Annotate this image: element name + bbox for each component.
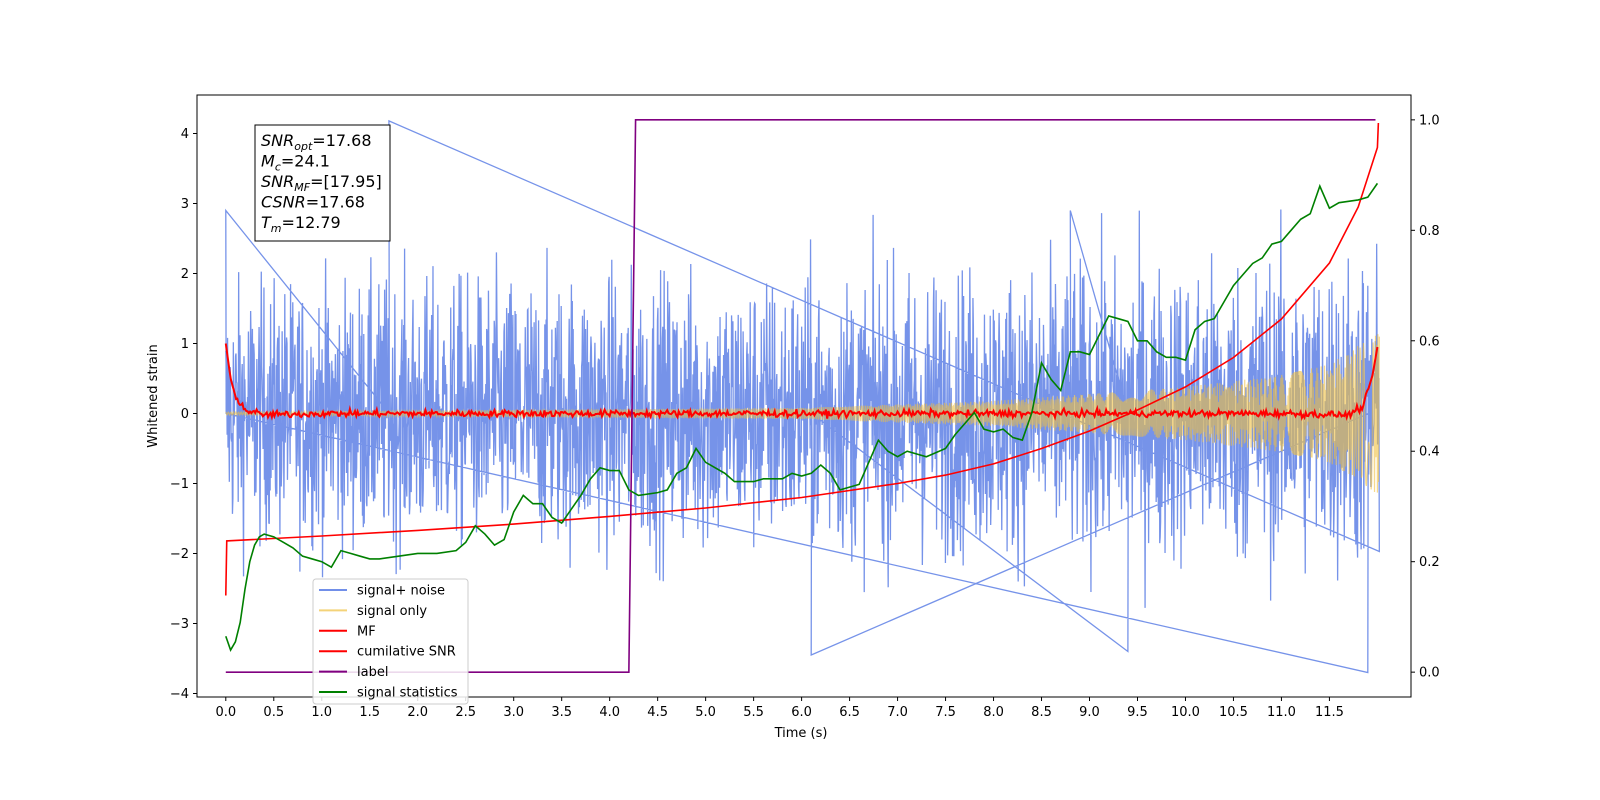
legend-label: cumilative SNR	[357, 645, 456, 660]
y-axis-left: −4 −3 −2 −1 0 1 2 3 4	[170, 127, 197, 702]
annotation-box: SNRopt=17.68Mc=24.1SNRMF=[17.95]CSNR=17.…	[254, 124, 391, 242]
x-tick-label: 4.5	[647, 705, 668, 720]
legend-label: signal+ noise	[357, 584, 445, 599]
legend-label: label	[357, 665, 388, 680]
y-left-tick-label: 2	[181, 267, 189, 282]
legend: signal+ noise signal only MF cumilative SNR…	[312, 578, 469, 705]
y-axis-right: 0.0 0.2 0.4 0.6 0.8 1.0	[1411, 113, 1440, 681]
x-tick-label: 6.0	[791, 705, 812, 720]
y-left-tick-label: 0	[181, 407, 189, 422]
y-left-tick-label: 4	[181, 127, 189, 142]
x-tick-label: 8.0	[983, 705, 1004, 720]
annotation-line: SNRMF=[17.95]	[261, 172, 382, 194]
series-mf	[224, 343, 1379, 422]
annotation-frame	[254, 124, 391, 242]
x-tick-label: 1.5	[359, 705, 380, 720]
y-left-tick-label: −1	[170, 477, 189, 492]
x-axis: 0.0 0.5 1.0 1.5 2.0 2.5 3.0 3.5 4.0 4.5 5.0 5.5 6.0 6…	[215, 697, 1344, 720]
annotation-line: SNRopt=17.68	[261, 131, 372, 153]
plot-frame	[196, 94, 1412, 698]
x-tick-label: 0.0	[215, 705, 236, 720]
series-signal-statistics	[225, 182, 1379, 652]
x-tick-label: 11.5	[1315, 705, 1344, 720]
x-tick-label: 7.5	[935, 705, 956, 720]
x-tick-label: 6.5	[839, 705, 860, 720]
y-left-tick-label: 3	[181, 197, 189, 212]
annotation-line: CSNR=17.68	[261, 193, 365, 212]
y-right-tick-label: 0.8	[1419, 224, 1440, 239]
x-tick-label: 3.5	[551, 705, 572, 720]
y-right-tick-label: 0.0	[1419, 666, 1440, 681]
y-axis-left-label: Whitened strain	[146, 344, 161, 447]
y-right-tick-label: 0.4	[1419, 445, 1440, 460]
x-tick-label: 0.5	[263, 705, 284, 720]
y-left-tick-label: −2	[170, 547, 189, 562]
x-tick-label: 10.0	[1171, 705, 1200, 720]
y-right-tick-label: 1.0	[1419, 113, 1440, 128]
y-left-tick-label: 1	[181, 337, 189, 352]
series-cumilative-snr	[224, 122, 1380, 596]
x-tick-label: 11.0	[1267, 705, 1296, 720]
y-right-tick-label: 0.2	[1419, 555, 1440, 570]
y-left-tick-label: −4	[170, 687, 189, 702]
y-right-tick-label: 0.6	[1419, 334, 1440, 349]
x-tick-label: 9.5	[1127, 705, 1148, 720]
x-tick-label: 2.0	[407, 705, 428, 720]
x-tick-label: 2.5	[455, 705, 476, 720]
x-tick-label: 3.0	[503, 705, 524, 720]
x-tick-label: 5.0	[695, 705, 716, 720]
x-tick-label: 8.5	[1031, 705, 1052, 720]
annotation-line: Tm=12.79	[261, 213, 341, 235]
x-axis-label: Time (s)	[774, 726, 828, 741]
x-tick-label: 5.5	[743, 705, 764, 720]
series-signal-only	[225, 334, 1380, 493]
x-tick-label: 4.0	[599, 705, 620, 720]
annotation-line: Mc=24.1	[261, 152, 330, 174]
x-tick-label: 1.0	[311, 705, 332, 720]
legend-label: MF	[357, 624, 376, 639]
legend-label: signal only	[357, 604, 427, 619]
legend-frame	[312, 578, 469, 705]
legend-label: signal statistics	[357, 686, 458, 701]
x-tick-label: 10.5	[1219, 705, 1248, 720]
y-left-tick-label: −3	[170, 617, 189, 632]
x-tick-label: 7.0	[887, 705, 908, 720]
x-tick-label: 9.0	[1079, 705, 1100, 720]
